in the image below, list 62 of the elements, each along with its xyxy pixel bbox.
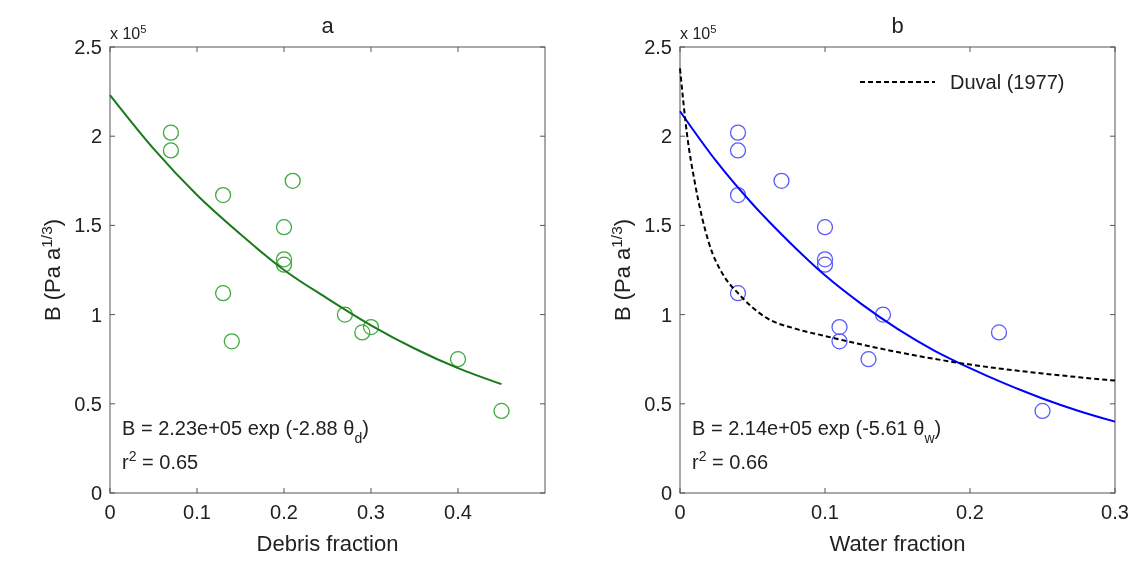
- y-tick-label: 1.5: [74, 214, 102, 237]
- x-tick-label: 0.1: [811, 501, 839, 523]
- annotation: B = 2.14e+05 exp (-5.61 θ$_{w}$): [692, 417, 942, 446]
- y-tick-label: 2: [660, 125, 672, 148]
- text: x 10$^{5}$: [680, 23, 717, 42]
- point: [729, 124, 747, 141]
- point: [816, 256, 834, 273]
- point: [816, 219, 834, 236]
- point: [874, 306, 892, 323]
- y-tick-label: 2: [90, 125, 102, 148]
- x-tick-label: 0.2: [956, 501, 984, 523]
- x-tick-label: 0.4: [444, 501, 472, 523]
- annotation: r$^{2}$ = 0.65: [122, 448, 199, 473]
- y-tick-label: 2.5: [74, 36, 102, 58]
- legend-label: Duval (1977): [950, 71, 1065, 93]
- point: [729, 285, 747, 302]
- chart-title: a: [321, 13, 335, 38]
- y-tick-label: 1: [660, 303, 672, 326]
- line-series: [109, 94, 503, 386]
- point: [1034, 402, 1051, 420]
- annotation: r$^{2}$ = 0.66: [692, 448, 769, 473]
- y-tick-label: 0.5: [644, 392, 672, 415]
- point: [275, 256, 293, 273]
- text: x 10$^{5}$: [110, 23, 147, 42]
- point: [275, 219, 293, 236]
- point: [214, 186, 232, 204]
- point: [860, 351, 877, 368]
- point: [831, 333, 848, 350]
- point: [816, 251, 834, 268]
- point: [729, 142, 747, 159]
- x-tick-label: 0.2: [270, 501, 298, 523]
- y-tick-label: 0: [90, 482, 102, 504]
- y-tick-label: 1: [90, 303, 102, 326]
- point: [284, 172, 301, 189]
- annotation: B = 2.23e+05 exp (-2.88 θ$_{d}$): [122, 417, 369, 446]
- x-tick-label: 0: [674, 501, 686, 523]
- point: [449, 351, 467, 368]
- point: [223, 333, 240, 350]
- point: [729, 186, 747, 204]
- point: [162, 142, 180, 159]
- y-tick-label: 2.5: [644, 36, 672, 58]
- point: [336, 306, 354, 323]
- point: [162, 124, 180, 141]
- point: [773, 172, 790, 189]
- point: [354, 324, 371, 341]
- point: [214, 285, 232, 302]
- x-tick-label: 0: [104, 501, 116, 523]
- x-tick-label: 0.3: [357, 501, 385, 523]
- point: [275, 251, 293, 268]
- point: [990, 324, 1008, 341]
- x-tick-label: 0.3: [1101, 501, 1129, 523]
- x-tick-label: 0.1: [183, 501, 211, 523]
- point: [831, 318, 848, 336]
- chart-title: b: [891, 13, 904, 38]
- line-series: [679, 67, 1116, 382]
- y-tick-label: 0: [660, 482, 672, 504]
- point: [493, 402, 510, 420]
- x-axis-title: Debris fraction: [256, 531, 399, 556]
- y-tick-label: 1.5: [644, 214, 672, 237]
- x-axis-title: Water fraction: [829, 531, 966, 556]
- y-tick-label: 0.5: [74, 392, 102, 415]
- point: [362, 318, 380, 336]
